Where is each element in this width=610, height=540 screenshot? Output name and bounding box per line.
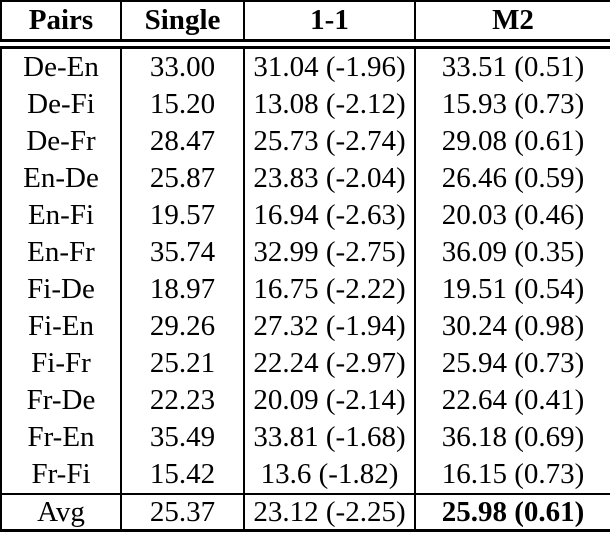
single-cell: 28.47 xyxy=(120,123,244,160)
single-cell: 18.97 xyxy=(120,271,244,308)
m2-cell: 19.51 (0.54) xyxy=(414,271,610,308)
single-cell: 35.74 xyxy=(120,234,244,271)
one-to-one-cell: 33.81 (-1.68) xyxy=(243,419,415,456)
one-to-one-cell: 13.6 (-1.82) xyxy=(243,456,415,494)
column-header-1-1: 1-1 xyxy=(243,1,415,49)
pair-cell: De-Fr xyxy=(26,125,96,157)
header-row: Pairs Single 1-1 M2 xyxy=(1,1,610,49)
pair-cell: Fi-Fr xyxy=(31,347,91,379)
table-row: En-Fi 19.57 16.94 (-2.63) 20.03 (0.46) xyxy=(1,197,610,234)
one-to-one-cell: 20.09 (-2.14) xyxy=(243,382,415,419)
m2-cell: 20.03 (0.46) xyxy=(414,197,610,234)
one-to-one-cell: 32.99 (-2.75) xyxy=(243,234,415,271)
one-to-one-cell: 22.24 (-2.97) xyxy=(243,345,415,382)
m2-cell: 36.18 (0.69) xyxy=(414,419,610,456)
pair-cell: Fr-En xyxy=(27,421,95,453)
m2-cell: 25.94 (0.73) xyxy=(414,345,610,382)
table-row: De-Fi 15.20 13.08 (-2.12) 15.93 (0.73) xyxy=(1,86,610,123)
column-header-pairs: Pairs xyxy=(1,1,121,49)
single-cell: 15.42 xyxy=(120,456,244,494)
m2-cell: 16.15 (0.73) xyxy=(414,456,610,494)
column-header-single: Single xyxy=(120,1,244,49)
table-row: Fi-Fr 25.21 22.24 (-2.97) 25.94 (0.73) xyxy=(1,345,610,382)
table-row: Fr-En 35.49 33.81 (-1.68) 36.18 (0.69) xyxy=(1,419,610,456)
one-to-one-cell: 31.04 (-1.96) xyxy=(243,44,415,86)
one-to-one-cell: 16.94 (-2.63) xyxy=(243,197,415,234)
pair-cell: De-En xyxy=(23,51,99,83)
one-to-one-cell: 25.73 (-2.74) xyxy=(243,123,415,160)
pair-cell: Fr-De xyxy=(26,384,96,416)
single-cell: 33.00 xyxy=(120,44,244,86)
table-row: En-Fr 35.74 32.99 (-2.75) 36.09 (0.35) xyxy=(1,234,610,271)
m2-cell: 36.09 (0.35) xyxy=(414,234,610,271)
single-cell: 29.26 xyxy=(120,308,244,345)
single-cell: 15.20 xyxy=(120,86,244,123)
table-row: Fr-De 22.23 20.09 (-2.14) 22.64 (0.41) xyxy=(1,382,610,419)
m2-cell: 22.64 (0.41) xyxy=(414,382,610,419)
table-row: En-De 25.87 23.83 (-2.04) 26.46 (0.59) xyxy=(1,160,610,197)
m2-cell: 30.24 (0.98) xyxy=(414,308,610,345)
table-row: Fi-En 29.26 27.32 (-1.94) 30.24 (0.98) xyxy=(1,308,610,345)
single-cell: 22.23 xyxy=(120,382,244,419)
table-row: Fr-Fi 15.42 13.6 (-1.82) 16.15 (0.73) xyxy=(1,456,610,494)
m2-cell: 29.08 (0.61) xyxy=(414,123,610,160)
one-to-one-cell: 16.75 (-2.22) xyxy=(243,271,415,308)
m2-cell: 15.93 (0.73) xyxy=(414,86,610,123)
column-header-m2: M2 xyxy=(414,1,610,49)
one-to-one-cell: 23.12 (-2.25) xyxy=(243,493,415,531)
one-to-one-cell: 27.32 (-1.94) xyxy=(243,308,415,345)
pair-cell: Fi-De xyxy=(27,273,95,305)
pair-cell: En-Fr xyxy=(27,236,95,268)
pair-cell: Fr-Fi xyxy=(31,458,91,490)
pair-cell: De-Fi xyxy=(27,88,95,120)
table-row: De-Fr 28.47 25.73 (-2.74) 29.08 (0.61) xyxy=(1,123,610,160)
m2-cell: 33.51 (0.51) xyxy=(414,44,610,86)
table-row: Fi-De 18.97 16.75 (-2.22) 19.51 (0.54) xyxy=(1,271,610,308)
m2-cell: 25.98 (0.61) xyxy=(414,493,610,531)
pair-cell: En-De xyxy=(23,162,99,194)
m2-cell: 26.46 (0.59) xyxy=(414,160,610,197)
table-row: De-En 33.00 31.04 (-1.96) 33.51 (0.51) xyxy=(1,44,610,86)
pair-cell: Avg xyxy=(1,493,121,531)
single-cell: 25.37 xyxy=(120,493,244,531)
one-to-one-cell: 23.83 (-2.04) xyxy=(243,160,415,197)
pair-cell: Fi-En xyxy=(27,310,95,342)
pair-cell: En-Fi xyxy=(27,199,95,231)
single-cell: 25.21 xyxy=(120,345,244,382)
single-cell: 35.49 xyxy=(120,419,244,456)
average-row: Avg 25.37 23.12 (-2.25) 25.98 (0.61) xyxy=(1,493,610,531)
one-to-one-cell: 13.08 (-2.12) xyxy=(243,86,415,123)
single-cell: 25.87 xyxy=(120,160,244,197)
single-cell: 19.57 xyxy=(120,197,244,234)
